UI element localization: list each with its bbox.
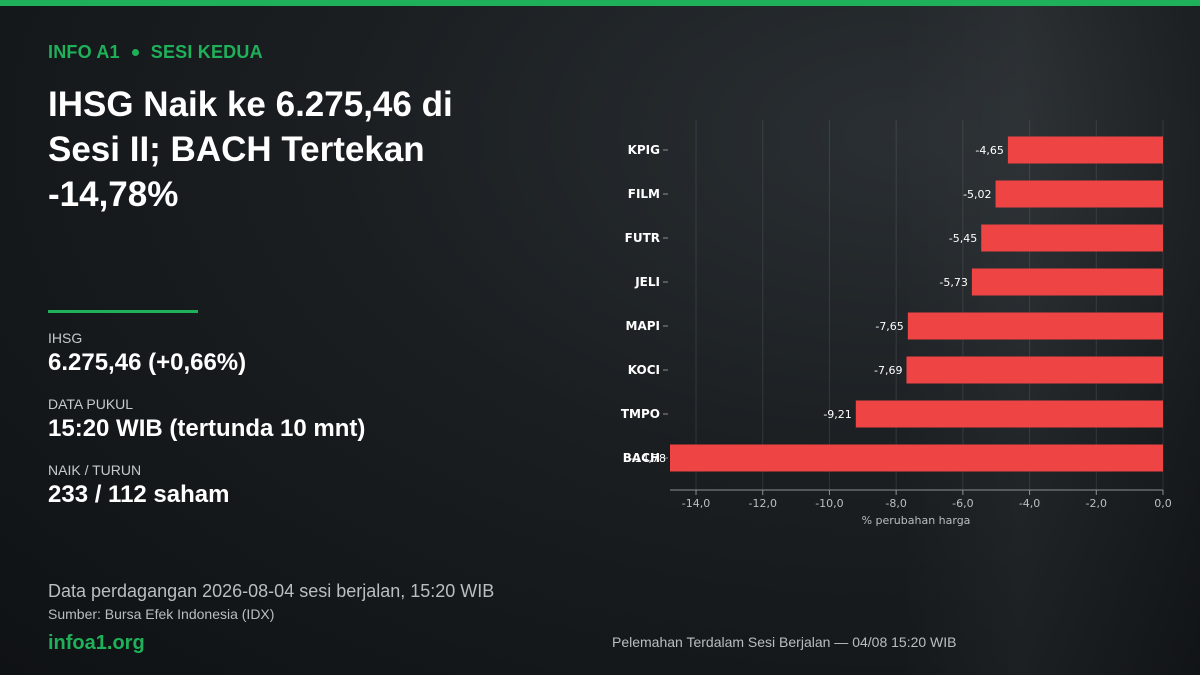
headline: IHSG Naik ke 6.275,46 di Sesi II; BACH T… xyxy=(48,85,453,214)
x-tick-label: -12,0 xyxy=(748,497,776,510)
stat-value-breadth: 233 / 112 saham xyxy=(48,481,230,508)
top-accent-bar xyxy=(0,0,1200,6)
bar-film[interactable] xyxy=(995,180,1163,208)
x-axis-label: % perubahan harga xyxy=(862,514,971,527)
bar-kpig[interactable] xyxy=(1007,136,1163,164)
bar-koci[interactable] xyxy=(906,356,1163,384)
category-label: KPIG xyxy=(628,143,660,157)
kicker-brand: INFO A1 xyxy=(48,42,120,62)
value-label: -7,69 xyxy=(874,364,902,377)
x-tick-label: 0,0 xyxy=(1154,497,1172,510)
brand-link[interactable]: infoa1.org xyxy=(48,632,145,654)
category-label: FILM xyxy=(628,187,660,201)
bar-futr[interactable] xyxy=(981,224,1163,252)
value-label: -5,02 xyxy=(963,188,991,201)
kicker-section: SESI KEDUA xyxy=(150,42,263,62)
value-label: -5,73 xyxy=(939,276,967,289)
source-note: Sumber: Bursa Efek Indonesia (IDX) xyxy=(48,606,275,622)
value-label: -14,78 xyxy=(631,452,666,465)
category-label: TMPO xyxy=(621,407,660,421)
bar-bach[interactable] xyxy=(670,444,1163,472)
stat-label-time: DATA PUKUL xyxy=(48,396,134,412)
chart-caption: Pelemahan Terdalam Sesi Berjalan — 04/08… xyxy=(612,634,957,650)
x-tick-label: -6,0 xyxy=(952,497,973,510)
value-label: -5,45 xyxy=(949,232,977,245)
bar-tmpo[interactable] xyxy=(855,400,1163,428)
stat-value-ihsg: 6.275,46 (+0,66%) xyxy=(48,349,247,376)
category-label: JELI xyxy=(634,275,660,289)
x-tick-label: -2,0 xyxy=(1086,497,1107,510)
kicker: INFO A1 SESI KEDUA xyxy=(48,42,263,63)
category-label: FUTR xyxy=(625,231,660,245)
background-shade xyxy=(900,6,1200,675)
value-label: -4,65 xyxy=(975,144,1003,157)
chart-bars: KPIG -4,65 FILM -5,02 FUTR -5,45 JELI -5,73 MAPI… xyxy=(621,136,1163,472)
data-footnote: Data perdagangan 2026-08-04 sesi berjala… xyxy=(48,581,495,601)
bar-chart: KPIG -4,65 FILM -5,02 FUTR -5,45 JELI -5,73 MAPI… xyxy=(621,120,1172,527)
x-tick-label: -8,0 xyxy=(885,497,906,510)
x-tick-label: -14,0 xyxy=(682,497,710,510)
bar-mapi[interactable] xyxy=(907,312,1163,340)
stat-value-time: 15:20 WIB (tertunda 10 mnt) xyxy=(48,415,366,442)
stat-label-breadth: NAIK / TURUN xyxy=(48,462,142,478)
category-label: MAPI xyxy=(626,319,661,333)
stat-label-ihsg: IHSG xyxy=(48,330,83,346)
bar-jeli[interactable] xyxy=(971,268,1163,296)
value-label: -9,21 xyxy=(823,408,851,421)
chart-grid xyxy=(695,120,1164,490)
bullet-dot-icon xyxy=(131,49,139,56)
chart-x-axis: -14,0 -12,0 -10,0 -8,0 -6,0 -4,0 -2,0 0,0 xyxy=(670,489,1172,510)
x-tick-label: -4,0 xyxy=(1019,497,1040,510)
category-label: KOCI xyxy=(628,363,660,377)
value-label: -7,65 xyxy=(875,320,903,333)
category-label: BACH xyxy=(623,451,660,465)
x-tick-label: -10,0 xyxy=(815,497,843,510)
divider xyxy=(48,310,198,313)
